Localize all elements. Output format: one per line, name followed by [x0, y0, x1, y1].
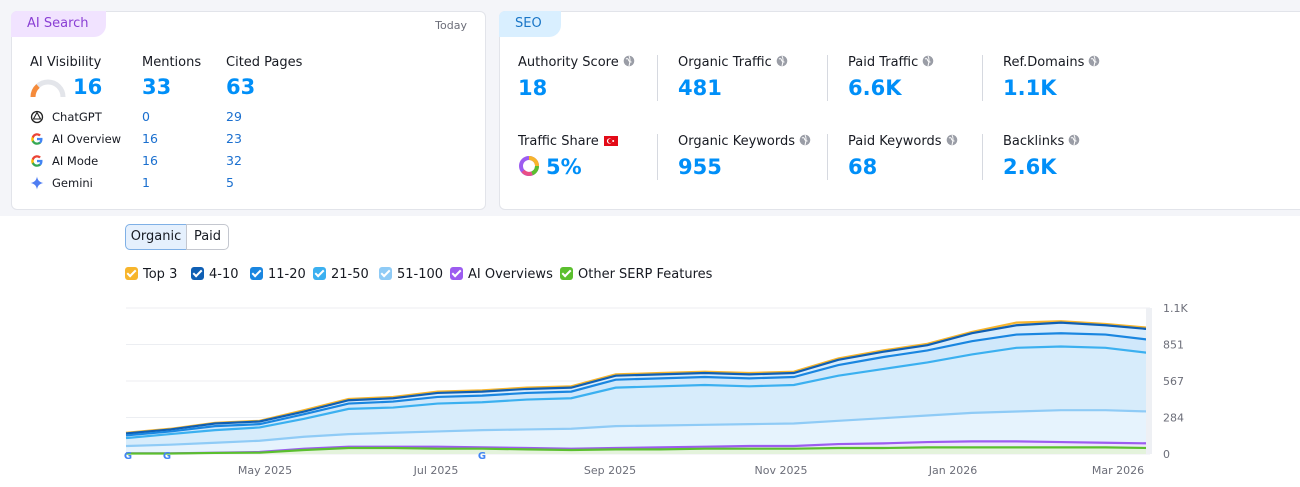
- cursor-band: [1146, 308, 1152, 454]
- checkbox-icon[interactable]: [125, 267, 138, 280]
- checkbox-icon[interactable]: [313, 267, 326, 280]
- legend-item-other-serp-features[interactable]: Other SERP Features: [560, 267, 712, 282]
- metric-label-ref-domains: Ref.Domains: [1003, 55, 1100, 70]
- divider: [657, 55, 658, 101]
- paid-toggle[interactable]: Paid: [186, 224, 229, 250]
- source-mentions-gemini[interactable]: 1: [142, 175, 150, 190]
- globe-icon: [922, 55, 934, 67]
- legend-item-21-50[interactable]: 21-50: [313, 267, 369, 282]
- checkbox-icon[interactable]: [250, 267, 263, 280]
- source-name-chatgpt: ChatGPT: [52, 110, 102, 124]
- mentions-label: Mentions: [142, 55, 202, 70]
- traffic-share-donut-icon: [519, 156, 539, 176]
- source-mentions-ai-mode[interactable]: 16: [142, 153, 158, 168]
- metric-label-paid-traffic: Paid Traffic: [848, 55, 934, 70]
- divider: [827, 55, 828, 101]
- globe-icon: [1069, 134, 1080, 146]
- series-line-4-10: [125, 321, 1151, 435]
- visibility-gauge-icon: [30, 79, 66, 98]
- date-label: Today: [435, 19, 467, 32]
- legend-item-11-20[interactable]: 11-20: [250, 267, 306, 282]
- globe-icon: [623, 55, 635, 67]
- metric-label-backlinks: Backlinks: [1003, 134, 1080, 149]
- source-cited-ai-overview[interactable]: 23: [226, 131, 242, 146]
- source-name-ai-mode: AI Mode: [52, 154, 99, 168]
- ai-visibility-value[interactable]: 16: [73, 75, 103, 99]
- source-name-ai-overview: AI Overview: [52, 132, 122, 146]
- metric-value-organic-keywords[interactable]: 955: [678, 155, 722, 179]
- metric-value-ref-domains[interactable]: 1.1K: [1003, 76, 1057, 100]
- legend-item-ai-overviews[interactable]: AI Overviews: [450, 267, 553, 282]
- metric-label-paid-keywords: Paid Keywords: [848, 134, 958, 149]
- divider: [657, 134, 658, 180]
- cited-pages-value[interactable]: 63: [226, 75, 256, 99]
- series-line-other-serp-features: [126, 446, 1151, 455]
- legend-item-51-100[interactable]: 51-100: [379, 267, 443, 282]
- metric-value-paid-keywords[interactable]: 68: [848, 155, 878, 179]
- seo-card: SEO Authority Score 18 Organic Traffic 4…: [499, 11, 1300, 210]
- x-tick-label: Jul 2025: [413, 464, 459, 477]
- google-update-marker-icon: G: [163, 451, 171, 462]
- keywords-area-chart: 1.1K 851 567 284 0 May 2025 Jul 2025 Sep 2025 No…: [124, 302, 1189, 477]
- ai-search-card: AI Search Today AI Visibility 16 Mention…: [11, 11, 486, 210]
- source-cited-gemini[interactable]: 5: [226, 175, 234, 190]
- metric-value-authority-score[interactable]: 18: [518, 76, 548, 100]
- checkbox-icon[interactable]: [379, 267, 392, 280]
- gemini-icon: [30, 176, 44, 190]
- metric-value-traffic-share[interactable]: 5%: [546, 155, 582, 179]
- turkey-flag-icon: [603, 136, 618, 146]
- globe-icon: [1089, 55, 1100, 67]
- source-mentions-ai-overview[interactable]: 16: [142, 131, 158, 146]
- google-update-marker-icon: G: [478, 451, 486, 462]
- x-tick-label: Mar 2026: [1092, 464, 1144, 477]
- series-line-51-100: [125, 409, 1151, 448]
- seo-tag: SEO: [499, 11, 561, 37]
- x-tick-label: Nov 2025: [755, 464, 808, 477]
- divider: [982, 134, 983, 180]
- metric-label-traffic-share: Traffic Share: [518, 134, 618, 149]
- x-tick-label: Sep 2025: [584, 464, 636, 477]
- series-line-11-20: [125, 332, 1151, 437]
- mentions-value[interactable]: 33: [142, 75, 172, 99]
- source-mentions-chatgpt[interactable]: 0: [142, 109, 150, 124]
- metric-value-organic-traffic[interactable]: 481: [678, 76, 722, 100]
- google-icon: [31, 133, 43, 145]
- chatgpt-icon: [30, 110, 44, 124]
- organic-toggle[interactable]: Organic: [125, 224, 187, 250]
- metric-label-organic-traffic: Organic Traffic: [678, 55, 788, 70]
- legend-item-4-10[interactable]: 4-10: [191, 267, 239, 282]
- google-update-marker-icon: G: [124, 451, 132, 462]
- metric-value-backlinks[interactable]: 2.6K: [1003, 155, 1057, 179]
- legend-item-top-3[interactable]: Top 3: [125, 267, 177, 282]
- checkbox-icon[interactable]: [191, 267, 204, 280]
- ai-search-tag: AI Search: [11, 11, 106, 37]
- google-icon: [31, 155, 43, 167]
- divider: [982, 55, 983, 101]
- source-name-gemini: Gemini: [52, 176, 93, 190]
- x-tick-label: Jan 2026: [928, 464, 977, 477]
- y-tick-label: 851: [1163, 339, 1184, 352]
- y-tick-label: 1.1K: [1163, 302, 1188, 315]
- globe-icon: [776, 55, 788, 67]
- metric-value-paid-traffic[interactable]: 6.6K: [848, 76, 902, 100]
- metric-label-organic-keywords: Organic Keywords: [678, 134, 811, 149]
- y-tick-label: 284: [1163, 412, 1184, 425]
- cited-pages-label: Cited Pages: [226, 55, 303, 70]
- keywords-chart-panel: Organic Paid Top 3 4-10 11-20 21-50 51-1…: [0, 216, 1300, 487]
- globe-icon: [946, 134, 957, 146]
- checkbox-icon[interactable]: [450, 267, 463, 280]
- ai-visibility-label: AI Visibility: [30, 55, 102, 70]
- series-line-ai-overviews: [126, 440, 1151, 455]
- checkbox-icon[interactable]: [560, 267, 573, 280]
- x-tick-label: May 2025: [238, 464, 292, 477]
- series-line-21-50: [125, 345, 1151, 440]
- y-tick-label: 0: [1163, 448, 1170, 461]
- series-line-top-3: [125, 320, 1151, 434]
- globe-icon: [799, 134, 811, 146]
- y-tick-label: 567: [1163, 375, 1184, 388]
- source-cited-ai-mode[interactable]: 32: [226, 153, 242, 168]
- divider: [827, 134, 828, 180]
- metric-label-authority-score: Authority Score: [518, 55, 635, 70]
- source-cited-chatgpt[interactable]: 29: [226, 109, 242, 124]
